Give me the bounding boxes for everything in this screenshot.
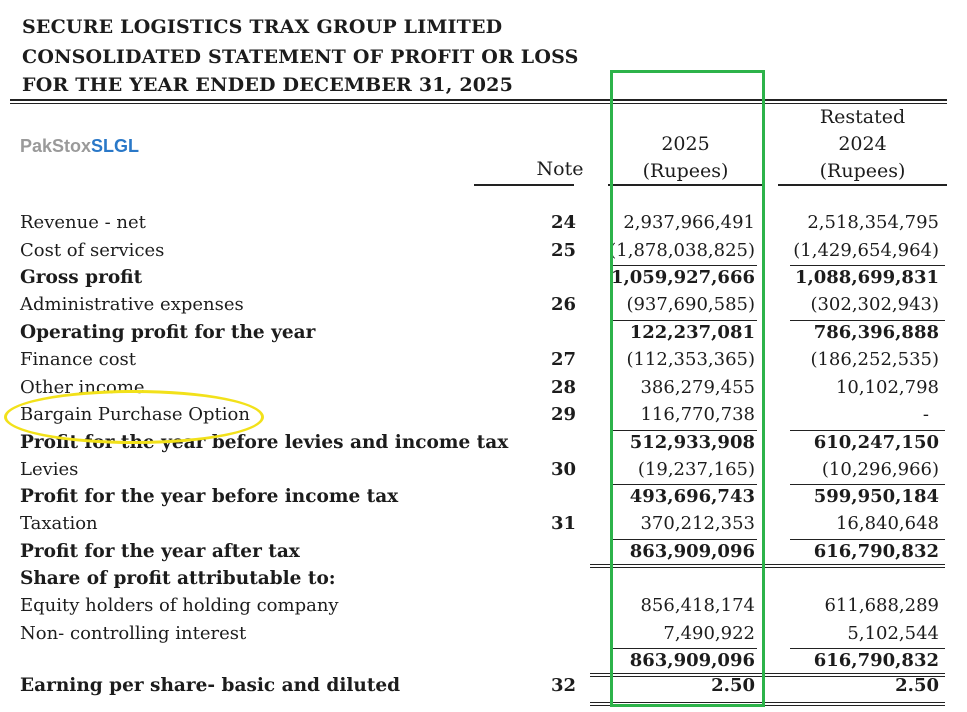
row-value-2024: 2.50: [895, 675, 939, 696]
row-value-2024: (1,429,654,964): [793, 240, 939, 261]
statement-period: FOR THE YEAR ENDED DECEMBER 31, 2025: [22, 74, 514, 96]
highlight-box-2025: [610, 70, 765, 707]
row-label: Cost of services: [20, 240, 165, 261]
table-row: Levies 30 (19,237,165) (10,296,966): [0, 457, 967, 484]
table-row: Cost of services 25 (1,878,038,825) (1,429,…: [0, 238, 967, 265]
row-value-2025: 863,909,096: [629, 541, 755, 562]
company-name: SECURE LOGISTICS TRAX GROUP LIMITED: [22, 16, 503, 38]
note-header: Note: [536, 158, 584, 180]
row-value-2025: 2,937,966,491: [623, 212, 755, 233]
row-value-2024: 2,518,354,795: [807, 212, 939, 233]
table-row: Taxation 31 370,212,353 16,840,648: [0, 511, 967, 538]
table-row: Profit for the year before income tax 493…: [0, 484, 967, 511]
row-label: Levies: [20, 459, 79, 480]
row-value-2025: (112,353,365): [626, 349, 755, 370]
row-label: Operating profit for the year: [20, 322, 316, 343]
row-label: Share of profit attributable to:: [20, 568, 336, 589]
row-label: Profit for the year after tax: [20, 541, 300, 562]
table-row: Earning per share- basic and diluted 32 2.…: [0, 673, 967, 700]
row-value-2024: (186,252,535): [810, 349, 939, 370]
row-value-2025: 512,933,908: [629, 432, 755, 453]
table-row: Non- controlling interest 7,490,922 5,102,…: [0, 621, 967, 648]
table-row: Administrative expenses 26 (937,690,585) (3…: [0, 292, 967, 319]
watermark-logo: PakStoxSLGL: [20, 136, 140, 156]
row-note: 27: [550, 349, 576, 370]
row-value-2025: (1,878,038,825): [609, 240, 755, 261]
table-row: Equity holders of holding company 856,418…: [0, 593, 967, 620]
row-value-2024: -: [922, 404, 929, 425]
row-value-2025: 122,237,081: [629, 322, 755, 343]
row-value-2025: 116,770,738: [640, 404, 755, 425]
row-label: Equity holders of holding company: [20, 595, 339, 616]
row-value-2024: 10,102,798: [835, 377, 939, 398]
prior-restated-header: Restated: [819, 106, 906, 128]
current-year-header: 2025: [661, 133, 710, 155]
row-label: Profit for the year before income tax: [20, 486, 399, 507]
row-value-2024: 616,790,832: [813, 541, 939, 562]
table-row: Finance cost 27 (112,353,365) (186,252,535): [0, 347, 967, 374]
table-row: Share of profit attributable to:: [0, 566, 967, 593]
row-note: 32: [550, 675, 576, 696]
row-value-2025: 386,279,455: [640, 377, 755, 398]
table-row: Revenue - net 24 2,937,966,491 2,518,354,79…: [0, 210, 967, 237]
row-label: Non- controlling interest: [20, 623, 247, 644]
row-value-2025: (19,237,165): [637, 459, 755, 480]
table-row: Gross profit 1,059,927,666 1,088,699,831: [0, 265, 967, 292]
row-value-2024: (10,296,966): [821, 459, 939, 480]
row-value-2025: 370,212,353: [640, 513, 755, 534]
row-note: 24: [550, 212, 576, 233]
row-value-2024: 610,247,150: [813, 432, 939, 453]
row-note: 25: [550, 240, 576, 261]
row-value-2024: 611,688,289: [824, 595, 939, 616]
current-unit-header: (Rupees): [642, 160, 729, 182]
row-label: Gross profit: [20, 267, 143, 288]
row-value-2025: 7,490,922: [663, 623, 755, 644]
prior-year-header: 2024: [838, 133, 887, 155]
row-note: 26: [550, 294, 576, 315]
header-rule-2: [10, 103, 947, 104]
row-note: 30: [550, 459, 576, 480]
row-label: Earning per share- basic and diluted: [20, 675, 401, 696]
header-rule: [10, 99, 947, 101]
row-value-2024: 16,840,648: [835, 513, 939, 534]
row-label: Revenue - net: [20, 212, 146, 233]
row-note: 28: [550, 377, 576, 398]
row-value-2024: 1,088,699,831: [794, 267, 939, 288]
row-value-2025: (937,690,585): [626, 294, 755, 315]
table-row: Other income 28 386,279,455 10,102,798: [0, 375, 967, 402]
row-value-2025: 856,418,174: [640, 595, 755, 616]
row-value-2024: 616,790,832: [813, 650, 939, 671]
row-label: Finance cost: [20, 349, 137, 370]
row-value-2025: 1,059,927,666: [610, 267, 755, 288]
statement-title: CONSOLIDATED STATEMENT OF PROFIT OR LOSS: [22, 46, 579, 68]
row-value-2024: (302,302,943): [810, 294, 939, 315]
row-note: 29: [550, 404, 576, 425]
row-note: 31: [550, 513, 576, 534]
row-label: Taxation: [20, 513, 98, 534]
table-row: 863,909,096 616,790,832: [0, 648, 967, 675]
row-label: Administrative expenses: [20, 294, 244, 315]
prior-unit-header: (Rupees): [819, 160, 906, 182]
row-value-2025: 493,696,743: [629, 486, 755, 507]
table-row: Profit for the year after tax 863,909,096…: [0, 539, 967, 566]
highlight-ellipse-bargain: [4, 390, 264, 444]
row-value-2025: 2.50: [711, 675, 755, 696]
row-value-2024: 599,950,184: [813, 486, 939, 507]
row-value-2024: 5,102,544: [847, 623, 939, 644]
table-row: Operating profit for the year 122,237,081…: [0, 320, 967, 347]
row-value-2025: 863,909,096: [629, 650, 755, 671]
row-value-2024: 786,396,888: [813, 322, 939, 343]
